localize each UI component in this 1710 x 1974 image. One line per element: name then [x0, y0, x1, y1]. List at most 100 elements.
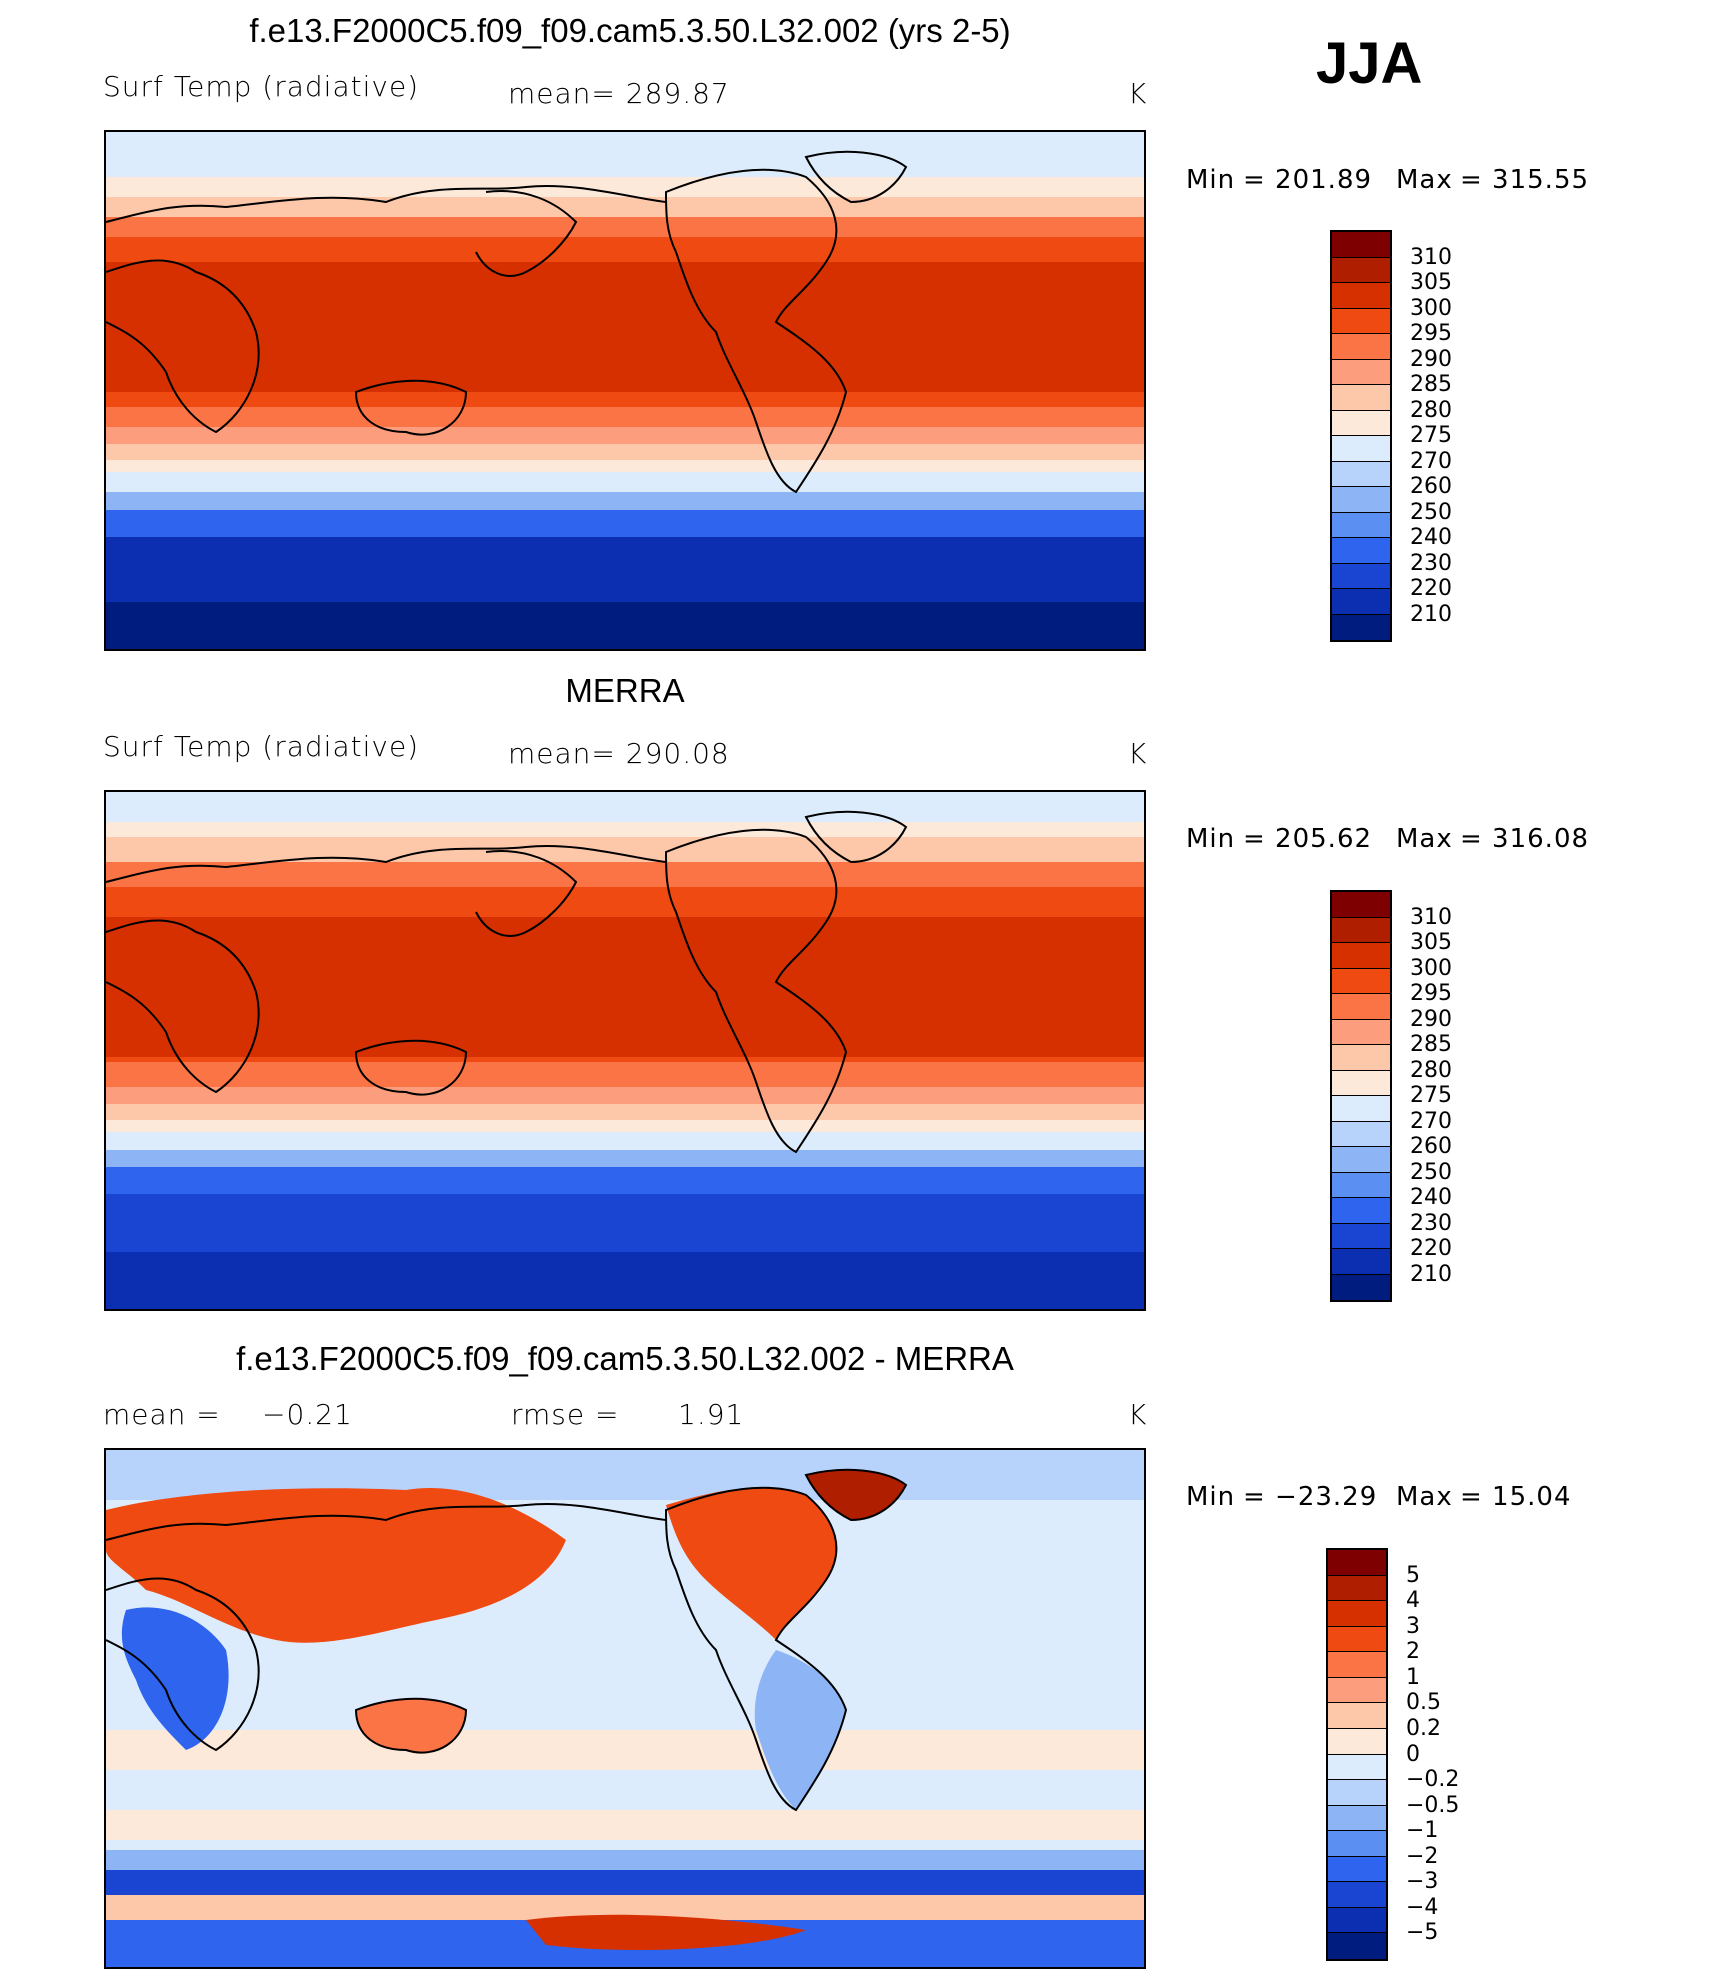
colorbar-tick-label: 250 [1410, 1159, 1452, 1185]
colorbar-swatch [1332, 1070, 1390, 1096]
panel2-max-label: Max [1396, 824, 1453, 854]
panel3-colorbar-swatches [1326, 1548, 1388, 1961]
colorbar-tick-label: −5 [1406, 1920, 1439, 1946]
colorbar-tick-label: 275 [1410, 423, 1452, 448]
colorbar-tick-label: 270 [1410, 448, 1452, 474]
colorbar-swatch [1328, 1831, 1386, 1857]
colorbar-swatch [1332, 410, 1390, 436]
colorbar-tick-label: 310 [1410, 244, 1452, 270]
colorbar-swatch [1328, 1805, 1386, 1832]
colorbar-swatch [1328, 1703, 1386, 1729]
panel2-unit-label: K [1128, 737, 1148, 770]
colorbar-tick-label: 1 [1406, 1664, 1420, 1690]
colorbar-tick-label: 280 [1410, 1057, 1452, 1083]
colorbar-swatch [1332, 334, 1390, 360]
colorbar-tick-label: 280 [1410, 397, 1452, 423]
colorbar-swatch [1328, 1626, 1386, 1653]
colorbar-tick-label: 3 [1406, 1613, 1420, 1639]
panel1-map-field [106, 132, 1144, 649]
colorbar-tick-label: 230 [1410, 550, 1452, 576]
panel3-max-label: Max [1396, 1482, 1453, 1512]
panel2-variable-label: Surf Temp (radiative) [103, 730, 420, 763]
panel2-min-value: = 205.62 [1243, 824, 1373, 854]
colorbar-tick-label: 220 [1410, 1236, 1452, 1261]
colorbar-swatch [1328, 1677, 1386, 1704]
colorbar-tick-label: 5 [1406, 1562, 1420, 1588]
colorbar-swatch [1332, 385, 1390, 411]
panel2-colorbar: 310 305 300 295 290 285 280 275 270 260 250 240 230 2… [1330, 890, 1452, 1302]
colorbar-swatch [1332, 943, 1390, 969]
coastlines [106, 150, 908, 494]
colorbar-tick-label: 0.5 [1406, 1690, 1441, 1716]
colorbar-swatch [1332, 1198, 1390, 1224]
colorbar-tick-label: 0 [1406, 1741, 1420, 1767]
panel3-mean-label: mean = [103, 1398, 221, 1431]
colorbar-swatch [1328, 1933, 1386, 1959]
colorbar-swatch [1332, 1172, 1390, 1198]
colorbar-tick-label: 250 [1410, 499, 1452, 525]
colorbar-tick-label: −1 [1406, 1818, 1439, 1844]
colorbar-tick-label: 220 [1410, 576, 1452, 601]
colorbar-swatch [1332, 968, 1390, 994]
colorbar-swatch [1332, 614, 1390, 640]
colorbar-swatch [1332, 1274, 1390, 1300]
colorbar-tick-label: 2 [1406, 1639, 1420, 1665]
colorbar-swatch [1328, 1601, 1386, 1627]
colorbar-swatch [1332, 538, 1390, 564]
panel2-min-label: Min [1186, 824, 1236, 854]
colorbar-tick-label: −3 [1406, 1869, 1439, 1895]
colorbar-swatch [1332, 1249, 1390, 1275]
diff-land [106, 1469, 906, 1950]
panel2-map-field [106, 792, 1144, 1309]
panel3-mean-value: −0.21 [262, 1398, 353, 1431]
panel1-title: f.e13.F2000C5.f09_f09.cam5.3.50.L32.002 … [249, 12, 1011, 49]
panel3-colorbar: 5 4 3 2 1 0.5 0.2 0 −0.2 −0.5 −1 −2 −3 −4 −5 [1326, 1548, 1459, 1961]
colorbar-tick-label: 240 [1410, 1185, 1452, 1210]
colorbar-swatch [1328, 1728, 1386, 1755]
panel1-min-label: Min [1186, 165, 1236, 195]
colorbar-tick-label: 210 [1410, 1261, 1452, 1287]
panel1-max-value: = 315.55 [1460, 165, 1590, 195]
colorbar-swatch [1328, 1550, 1386, 1576]
colorbar-swatch [1332, 308, 1390, 334]
colorbar-tick-label: 300 [1410, 955, 1452, 981]
colorbar-swatch [1332, 1045, 1390, 1071]
colorbar-swatch [1332, 563, 1390, 589]
panel1-mean-label: mean= 289.87 [508, 77, 730, 110]
colorbar-tick-label: 270 [1410, 1108, 1452, 1134]
colorbar-swatch [1328, 1907, 1386, 1934]
colorbar-tick-label: −0.5 [1406, 1792, 1460, 1818]
panel3-min-value: = −23.29 [1243, 1482, 1378, 1512]
colorbar-tick-label: 310 [1410, 904, 1452, 930]
panel2-mean-label: mean= 290.08 [508, 737, 730, 770]
panel3-max-value: = 15.04 [1460, 1482, 1572, 1512]
panel1-map [104, 130, 1146, 651]
colorbar-swatch [1328, 1856, 1386, 1883]
panel3-title: f.e13.F2000C5.f09_f09.cam5.3.50.L32.002 … [236, 1340, 1014, 1377]
panel3-rmse-label: rmse = [511, 1398, 620, 1431]
panel2-colorbar-swatches [1330, 890, 1392, 1302]
panel3-rmse-value: 1.91 [678, 1398, 745, 1431]
colorbar-swatch [1328, 1754, 1386, 1781]
colorbar-swatch [1328, 1575, 1386, 1602]
season-label: JJA [1316, 31, 1423, 96]
colorbar-tick-label: 275 [1410, 1083, 1452, 1108]
colorbar-tick-label: 4 [1406, 1588, 1420, 1614]
colorbar-swatch [1332, 892, 1390, 918]
colorbar-swatch [1332, 232, 1390, 258]
colorbar-swatch [1328, 1780, 1386, 1806]
colorbar-tick-label: 260 [1410, 474, 1452, 499]
panel3-map [104, 1448, 1146, 1969]
colorbar-tick-label: 295 [1410, 981, 1452, 1006]
panel3-min-label: Min [1186, 1482, 1236, 1512]
colorbar-tick-label: −2 [1406, 1843, 1439, 1869]
panel3-unit-label: K [1128, 1398, 1148, 1431]
colorbar-swatch [1332, 461, 1390, 487]
colorbar-tick-label: 0.2 [1406, 1715, 1441, 1741]
panel2-map [104, 790, 1146, 1311]
colorbar-tick-label: 290 [1410, 1006, 1452, 1032]
colorbar-tick-label: −0.2 [1406, 1767, 1460, 1793]
colorbar-tick-label: 240 [1410, 525, 1452, 550]
colorbar-tick-label: 295 [1410, 321, 1452, 346]
colorbar-swatch [1332, 487, 1390, 513]
